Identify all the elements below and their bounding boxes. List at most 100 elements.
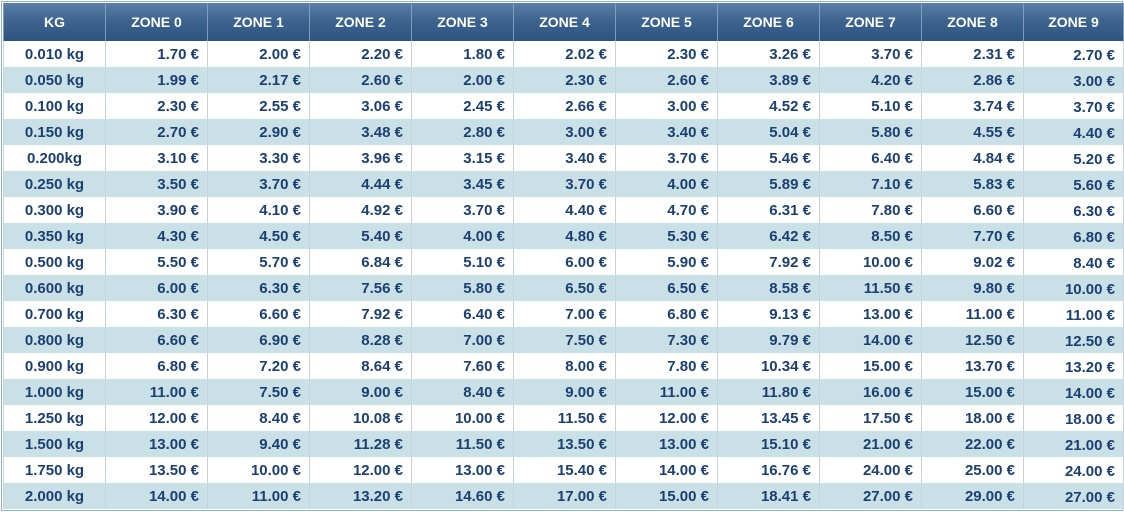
price-cell-zone-0: 14.00 € — [105, 483, 208, 509]
column-header-zone-9: ZONE 9 — [1023, 3, 1124, 41]
price-cell-zone-8: 15.00 € — [921, 379, 1024, 405]
price-cell-zone-8: 2.86 € — [921, 67, 1024, 93]
price-cell-zone-6: 3.26 € — [717, 41, 820, 67]
price-cell-zone-6: 18.41 € — [717, 483, 820, 509]
price-cell-zone-0: 13.00 € — [105, 431, 208, 457]
weight-cell: 0.900 kg — [3, 353, 106, 379]
price-cell-zone-6: 11.80 € — [717, 379, 820, 405]
price-cell-zone-3: 6.40 € — [411, 301, 514, 327]
price-cell-zone-1: 3.30 € — [207, 145, 310, 171]
price-cell-zone-4: 6.50 € — [513, 275, 616, 301]
price-cell-zone-1: 2.55 € — [207, 93, 310, 119]
price-cell-zone-4: 2.30 € — [513, 67, 616, 93]
price-cell-zone-3: 2.45 € — [411, 93, 514, 119]
price-cell-zone-8: 11.00 € — [921, 301, 1024, 327]
price-cell-zone-6: 5.46 € — [717, 145, 820, 171]
price-cell-zone-2: 11.28 € — [309, 431, 412, 457]
price-cell-zone-6: 3.89 € — [717, 67, 820, 93]
table-row: 0.200kg 3.10 €3.30 €3.96 €3.15 €3.40 €3.7… — [3, 145, 1124, 171]
weight-cell: 0.010 kg — [3, 41, 106, 67]
price-cell-zone-3: 3.45 € — [411, 171, 514, 197]
price-cell-zone-9: 5.60 € — [1023, 171, 1124, 197]
price-cell-zone-2: 7.92 € — [309, 301, 412, 327]
price-cell-zone-8: 2.31 € — [921, 41, 1024, 67]
price-cell-zone-3: 4.00 € — [411, 223, 514, 249]
price-cell-zone-7: 7.10 € — [819, 171, 922, 197]
price-cell-zone-6: 16.76 € — [717, 457, 820, 483]
price-cell-zone-5: 15.00 € — [615, 483, 718, 509]
price-cell-zone-5: 7.80 € — [615, 353, 718, 379]
table-row: 0.350 kg 4.30 €4.50 €5.40 €4.00 €4.80 €5.… — [3, 223, 1124, 249]
price-cell-zone-5: 4.00 € — [615, 171, 718, 197]
price-cell-zone-8: 3.74 € — [921, 93, 1024, 119]
price-cell-zone-9: 21.00 € — [1023, 431, 1124, 457]
price-cell-zone-2: 10.08 € — [309, 405, 412, 431]
price-cell-zone-8: 29.00 € — [921, 483, 1024, 509]
price-cell-zone-0: 6.60 € — [105, 327, 208, 353]
table-row: 0.010 kg 1.70 €2.00 €2.20 €1.80 €2.02 €2.… — [3, 41, 1124, 67]
table-row: 0.700 kg 6.30 €6.60 €7.92 €6.40 €7.00 €6.… — [3, 301, 1124, 327]
column-header-zone-4: ZONE 4 — [513, 3, 616, 41]
table-row: 0.050 kg 1.99 €2.17 €2.60 €2.00 €2.30 €2.… — [3, 67, 1124, 93]
price-cell-zone-6: 5.04 € — [717, 119, 820, 145]
price-cell-zone-0: 1.70 € — [105, 41, 208, 67]
price-cell-zone-9: 14.00 € — [1023, 379, 1124, 405]
price-cell-zone-3: 2.00 € — [411, 67, 514, 93]
table-row: 0.500 kg 5.50 €5.70 €6.84 €5.10 €6.00 €5.… — [3, 249, 1124, 275]
price-cell-zone-5: 5.90 € — [615, 249, 718, 275]
price-cell-zone-0: 12.00 € — [105, 405, 208, 431]
price-cell-zone-8: 5.83 € — [921, 171, 1024, 197]
price-cell-zone-6: 9.79 € — [717, 327, 820, 353]
price-cell-zone-7: 5.80 € — [819, 119, 922, 145]
price-cell-zone-2: 3.96 € — [309, 145, 412, 171]
price-cell-zone-1: 6.30 € — [207, 275, 310, 301]
price-cell-zone-9: 8.40 € — [1023, 249, 1124, 275]
price-cell-zone-8: 9.02 € — [921, 249, 1024, 275]
price-cell-zone-3: 3.70 € — [411, 197, 514, 223]
price-cell-zone-1: 7.50 € — [207, 379, 310, 405]
price-cell-zone-7: 13.00 € — [819, 301, 922, 327]
price-cell-zone-0: 3.90 € — [105, 197, 208, 223]
price-cell-zone-3: 7.60 € — [411, 353, 514, 379]
price-cell-zone-7: 15.00 € — [819, 353, 922, 379]
price-cell-zone-2: 5.40 € — [309, 223, 412, 249]
weight-cell: 0.300 kg — [3, 197, 106, 223]
price-cell-zone-5: 6.50 € — [615, 275, 718, 301]
weight-cell: 0.150 kg — [3, 119, 106, 145]
weight-cell: 1.000 kg — [3, 379, 106, 405]
price-cell-zone-7: 17.50 € — [819, 405, 922, 431]
price-cell-zone-9: 12.50 € — [1023, 327, 1124, 353]
price-cell-zone-5: 7.30 € — [615, 327, 718, 353]
price-cell-zone-4: 13.50 € — [513, 431, 616, 457]
price-cell-zone-5: 3.40 € — [615, 119, 718, 145]
price-cell-zone-5: 2.60 € — [615, 67, 718, 93]
price-cell-zone-9: 3.00 € — [1023, 67, 1124, 93]
weight-cell: 0.250 kg — [3, 171, 106, 197]
price-cell-zone-0: 2.30 € — [105, 93, 208, 119]
price-cell-zone-4: 7.00 € — [513, 301, 616, 327]
table-body: 0.010 kg 1.70 €2.00 €2.20 €1.80 €2.02 €2.… — [3, 41, 1124, 509]
price-cell-zone-4: 11.50 € — [513, 405, 616, 431]
price-cell-zone-8: 6.60 € — [921, 197, 1024, 223]
price-cell-zone-1: 11.00 € — [207, 483, 310, 509]
price-cell-zone-9: 13.20 € — [1023, 353, 1124, 379]
price-cell-zone-2: 3.06 € — [309, 93, 412, 119]
price-cell-zone-9: 10.00 € — [1023, 275, 1124, 301]
price-cell-zone-4: 4.80 € — [513, 223, 616, 249]
weight-cell: 0.800 kg — [3, 327, 106, 353]
column-header-zone-3: ZONE 3 — [411, 3, 514, 41]
table-row: 2.000 kg 14.00 €11.00 €13.20 €14.60 €17.0… — [3, 483, 1124, 509]
price-cell-zone-4: 17.00 € — [513, 483, 616, 509]
table-row: 0.300 kg 3.90 €4.10 €4.92 €3.70 €4.40 €4.… — [3, 197, 1124, 223]
table-row: 1.500 kg 13.00 €9.40 €11.28 €11.50 €13.50… — [3, 431, 1124, 457]
price-cell-zone-8: 7.70 € — [921, 223, 1024, 249]
price-cell-zone-3: 8.40 € — [411, 379, 514, 405]
weight-cell: 0.050 kg — [3, 67, 106, 93]
price-cell-zone-1: 2.90 € — [207, 119, 310, 145]
price-cell-zone-7: 8.50 € — [819, 223, 922, 249]
price-cell-zone-0: 5.50 € — [105, 249, 208, 275]
price-cell-zone-3: 1.80 € — [411, 41, 514, 67]
price-cell-zone-6: 4.52 € — [717, 93, 820, 119]
price-cell-zone-6: 9.13 € — [717, 301, 820, 327]
price-cell-zone-6: 8.58 € — [717, 275, 820, 301]
